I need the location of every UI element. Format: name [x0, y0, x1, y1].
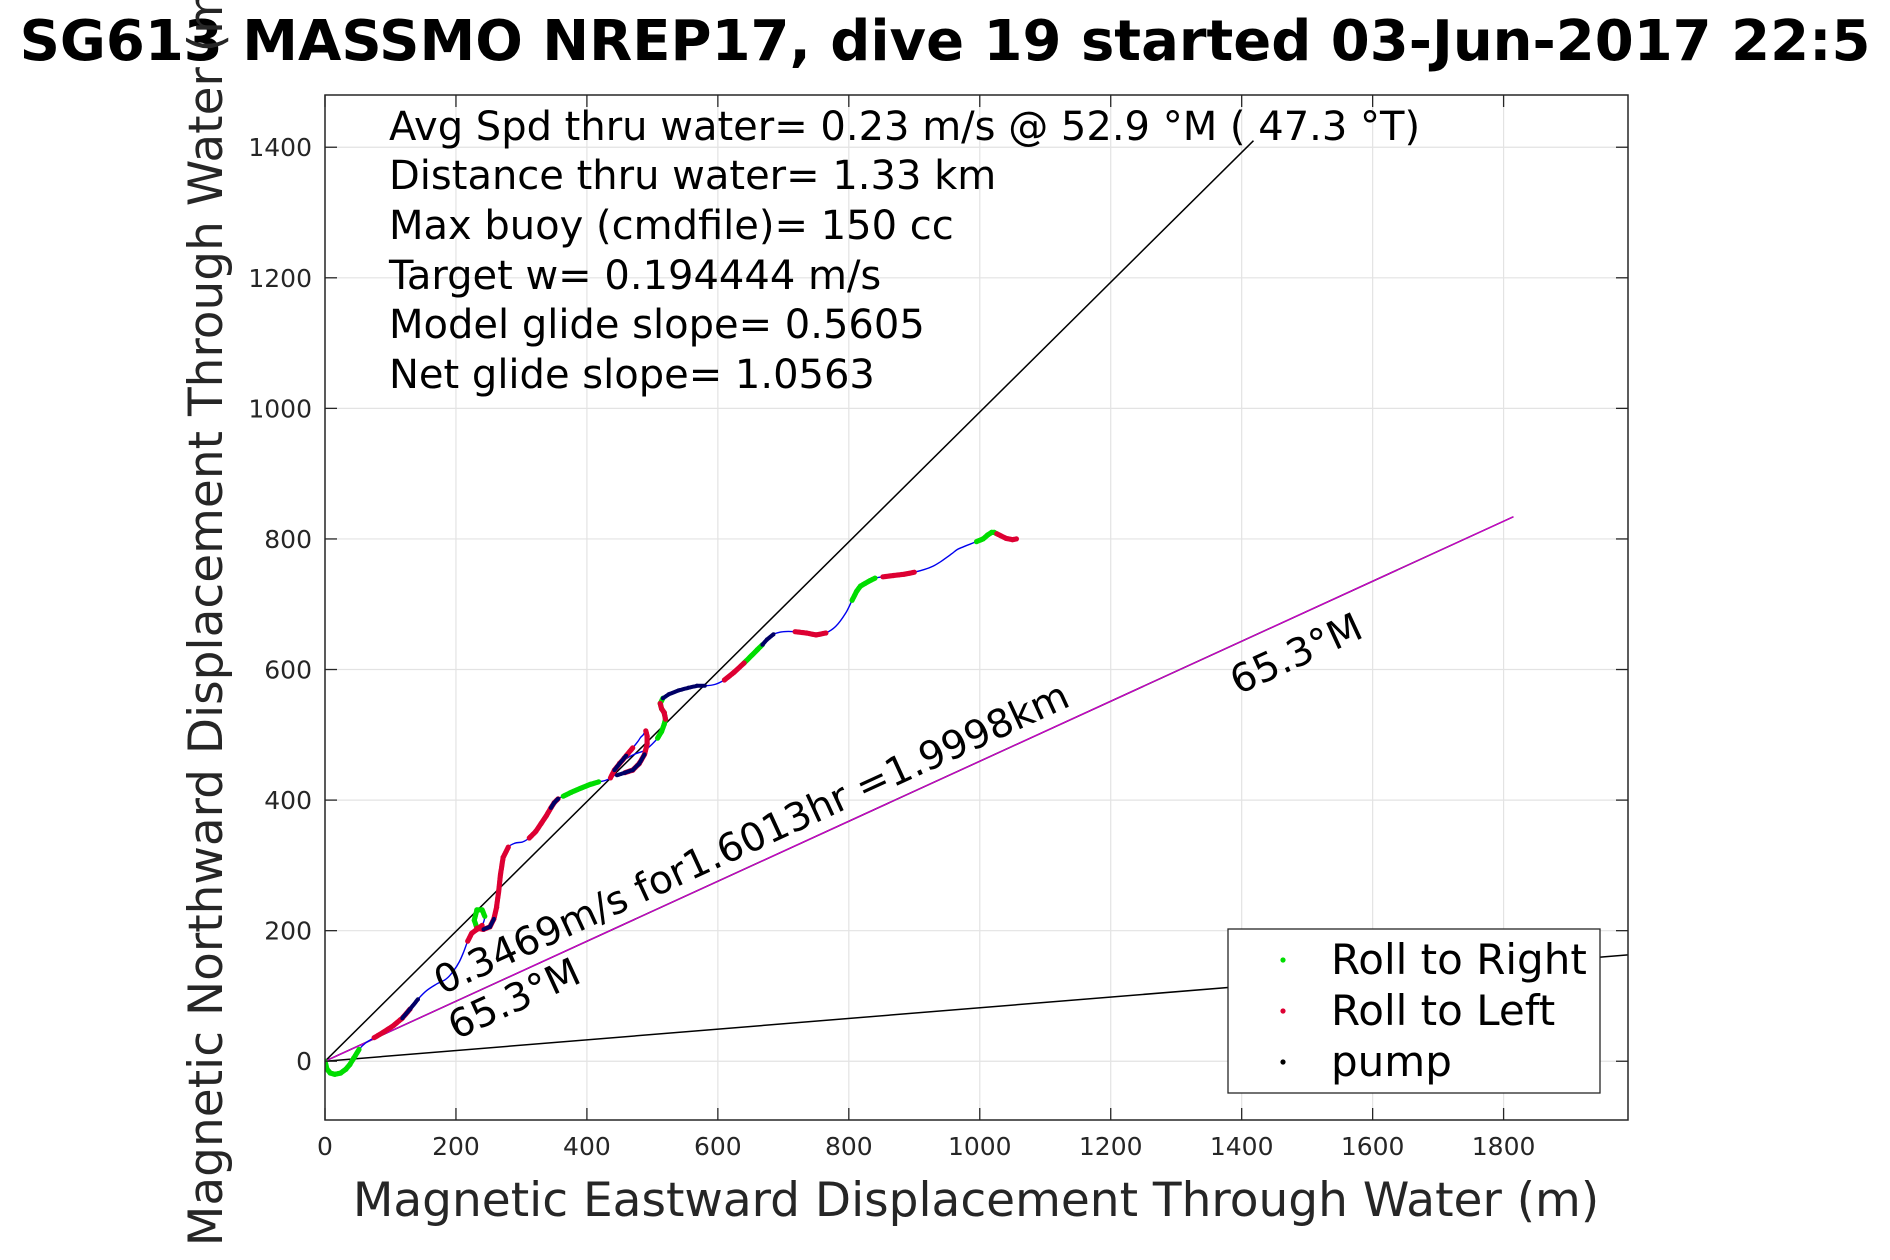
legend: Roll to Right Roll to Left pump	[1227, 928, 1601, 1094]
axis-tick-labels: 0 200 400 600 800 1000 1200 1400 1600 1800 0 200 400…	[248, 133, 1535, 1161]
roll-left-marker	[630, 745, 636, 751]
roll-right-marker	[356, 1046, 362, 1053]
roll-markers	[325, 529, 1020, 1077]
roll-left-marker	[1013, 536, 1020, 542]
x-tick-label: 0	[317, 1132, 333, 1161]
roll-right-marker	[596, 779, 602, 785]
pump-marker	[615, 773, 619, 778]
legend-box	[1227, 928, 1601, 1094]
chart-title: SG613 MASSMO NREP17, dive 19 started 03-…	[20, 9, 1871, 74]
legend-label-pump: pump	[1331, 1037, 1452, 1086]
stat-avg-speed: Avg Spd thru water= 0.23 m/s @ 52.9 °M (…	[389, 104, 1420, 150]
y-tick-label: 200	[264, 917, 312, 946]
x-tick-label: 800	[825, 1132, 873, 1161]
y-tick-label: 800	[264, 525, 312, 554]
roll-left-marker	[505, 844, 511, 850]
legend-label-right: Roll to Right	[1331, 935, 1587, 984]
axes-box	[324, 94, 1629, 1121]
stat-max-buoy: Max buoy (cmdfile)= 150 cc	[389, 203, 954, 249]
roll-left-marker	[911, 569, 917, 575]
roll-left-marker	[823, 630, 829, 636]
y-tick-label: 400	[264, 786, 312, 815]
legend-marker-right	[1280, 957, 1286, 963]
axis-ticks	[324, 95, 1628, 1120]
x-tick-label: 1400	[1210, 1132, 1274, 1161]
x-tick-label: 200	[432, 1132, 480, 1161]
y-tick-label: 1200	[248, 264, 312, 293]
roll-left-marker	[657, 700, 663, 707]
pump-marker	[416, 997, 420, 1002]
roll-right-marker	[872, 575, 878, 581]
pump-marker	[771, 632, 776, 637]
y-tick-label: 0	[296, 1047, 312, 1076]
stat-net-glide: Net glide slope= 1.0563	[389, 352, 875, 398]
y-axis-label: Magnetic Northward Displacement Through …	[179, 0, 234, 1246]
x-tick-label: 1000	[948, 1132, 1012, 1161]
stat-target-w: Target w= 0.194444 m/s	[388, 253, 881, 299]
reference-line	[325, 516, 1514, 1062]
x-tick-label: 1800	[1472, 1132, 1536, 1161]
stat-model-glide: Model glide slope= 0.5605	[389, 302, 925, 348]
x-tick-label: 600	[694, 1132, 742, 1161]
roll-left-marker	[741, 660, 747, 666]
x-tick-label: 1600	[1341, 1132, 1405, 1161]
legend-marker-pump	[1280, 1059, 1286, 1065]
legend-marker-left	[1280, 1008, 1286, 1014]
x-tick-label: 1200	[1079, 1132, 1143, 1161]
x-tick-label: 400	[563, 1132, 611, 1161]
legend-label-left: Roll to Left	[1331, 986, 1555, 1035]
pump-marker	[491, 916, 496, 921]
stats-block: Avg Spd thru water= 0.23 m/s @ 52.9 °M (…	[388, 104, 1420, 398]
pump-marker	[624, 753, 629, 758]
pump-marker	[556, 796, 561, 801]
x-axis-label: Magnetic Eastward Displacement Through W…	[353, 1173, 1599, 1228]
y-tick-label: 600	[264, 656, 312, 685]
stat-distance: Distance thru water= 1.33 km	[389, 153, 996, 199]
y-tick-label: 1000	[248, 394, 312, 423]
pump-marker	[702, 683, 707, 688]
y-tick-label: 1400	[248, 133, 312, 162]
